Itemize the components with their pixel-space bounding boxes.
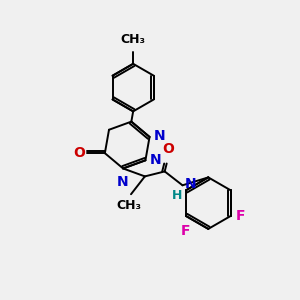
Text: H: H: [171, 189, 182, 202]
Text: O: O: [163, 142, 175, 156]
Text: N: N: [154, 129, 165, 143]
Text: CH₃: CH₃: [116, 199, 142, 212]
Text: F: F: [236, 209, 245, 223]
Text: N: N: [184, 177, 196, 191]
Text: N: N: [116, 176, 128, 189]
Text: O: O: [73, 146, 85, 160]
Text: CH₃: CH₃: [121, 33, 146, 46]
Text: N: N: [149, 153, 161, 167]
Text: F: F: [181, 224, 191, 238]
